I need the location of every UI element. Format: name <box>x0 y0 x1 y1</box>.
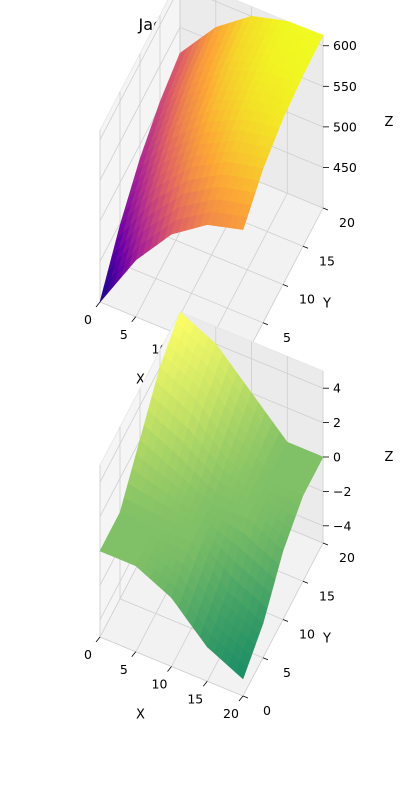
svf-z-tick-label: 450 <box>333 160 357 175</box>
svf-x-label: X <box>136 373 145 388</box>
policy-y-tick-label: 0 <box>263 703 271 718</box>
policy-z-axis: −4 −2 0 2 4 Z <box>323 381 394 533</box>
svf-y-tick-label: 10 <box>299 292 315 307</box>
policy-y-tick-label: 10 <box>299 627 315 642</box>
svf-x-tick-label: 5 <box>120 327 128 342</box>
policy-x-tick-label: 0 <box>84 647 92 662</box>
policy-x-label: X <box>136 708 145 723</box>
svf-surface <box>99 15 324 303</box>
policy-y-tick-label: 20 <box>339 550 355 565</box>
policy-z-label: Z <box>385 450 394 465</box>
policy-y-tick-label: 15 <box>319 588 335 603</box>
svf-surface-face <box>235 216 248 230</box>
svf-y-tick-label: 5 <box>283 330 291 345</box>
policy-z-tick-label: 4 <box>333 381 341 396</box>
svf-y-tick-label: 20 <box>339 215 355 230</box>
policy-surface-face <box>235 660 248 680</box>
svf-z-tick-label: 600 <box>333 38 357 53</box>
svf-y-label: Y <box>322 297 331 312</box>
svf-x-tick-label: 0 <box>84 312 92 327</box>
policy-x-tick-label: 20 <box>223 706 239 721</box>
policy-y-tick-label: 5 <box>283 665 291 680</box>
policy-z-tick-label: 2 <box>333 415 341 430</box>
policy-x-tick-label: 10 <box>152 677 168 692</box>
policy-y-label: Y <box>322 632 331 647</box>
chart-state-value-function: StateValueFunction05101520X05101520Y4505… <box>84 0 394 388</box>
svf-z-tick-label: 500 <box>333 119 357 134</box>
policy-x-axis: 0 5 10 15 20 X <box>84 636 244 723</box>
policy-x-tick-label: 5 <box>120 662 128 677</box>
policy-y-axis: 0 5 10 15 20 Y <box>242 542 355 718</box>
policy-surface <box>99 311 324 680</box>
policy-z-tick-label: 0 <box>333 450 341 465</box>
policy-x-tick-label: 15 <box>187 691 203 706</box>
policy-z-tick-label: −2 <box>333 484 351 499</box>
svf-z-axis: 450 500 550 600 Z <box>323 38 394 175</box>
svf-z-label: Z <box>385 115 394 130</box>
svf-y-tick-label: 15 <box>319 253 335 268</box>
svf-z-tick-label: 550 <box>333 79 357 94</box>
policy-z-tick-label: −4 <box>333 518 351 533</box>
